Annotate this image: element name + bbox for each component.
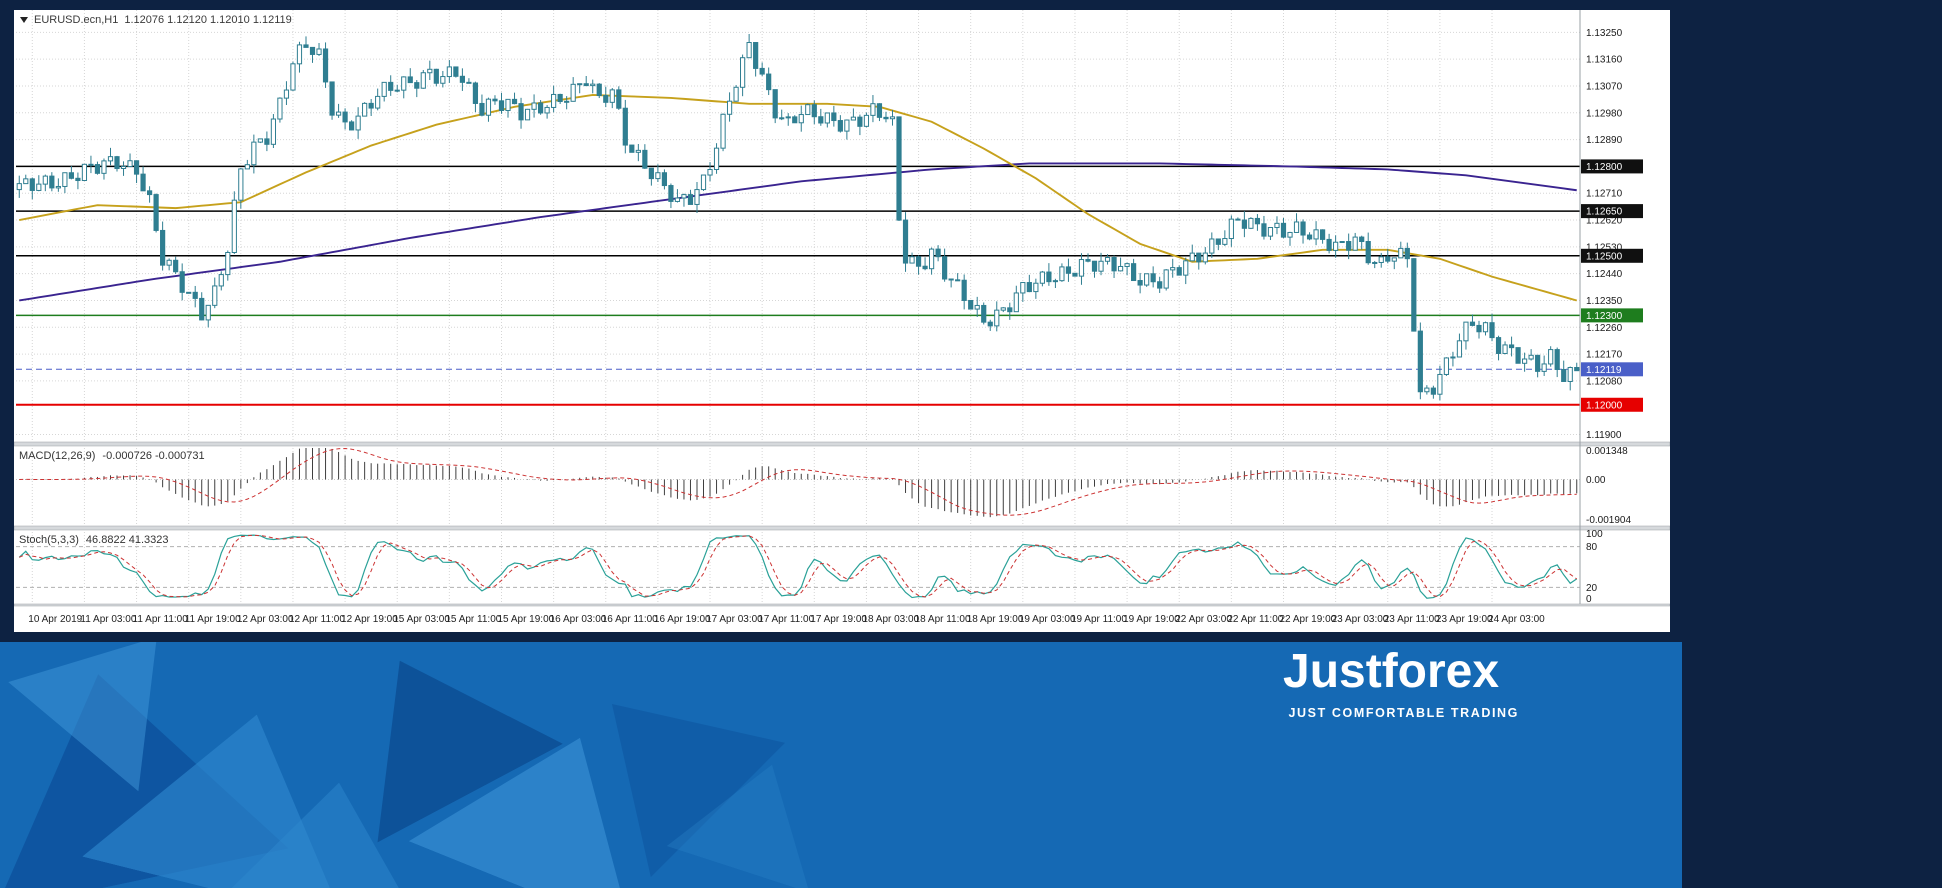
time-axis-label: 17 Apr 03:00	[706, 614, 763, 625]
price-badge-label: 1.12000	[1586, 400, 1623, 411]
grid	[16, 10, 1580, 604]
time-axis-label: 12 Apr 19:00	[341, 614, 398, 625]
time-axis-label: 19 Apr 11:00	[1071, 614, 1127, 625]
macd-axis-label: 0.00	[1586, 475, 1606, 486]
macd-axis-label: -0.001904	[1586, 515, 1631, 526]
ohlc-values: 1.12076 1.12120 1.12010 1.12119	[124, 14, 292, 26]
time-axis-label: 15 Apr 11:00	[445, 614, 501, 625]
pane-separator[interactable]	[14, 441, 1670, 447]
time-axis-label: 18 Apr 03:00	[862, 614, 919, 625]
time-axis-label: 16 Apr 03:00	[550, 614, 607, 625]
price-axis-label: 1.12710	[1586, 189, 1623, 200]
footer-tagline: JUST COMFORTABLE TRADING	[1288, 706, 1519, 720]
one-click-trading-arrow-icon[interactable]	[20, 17, 28, 23]
price-axis-label: 1.12890	[1586, 135, 1623, 146]
macd-indicator-values: -0.000726 -0.000731	[102, 450, 205, 462]
stoch-pane-label: Stoch(5,3,3) 46.8822 41.3323	[19, 534, 176, 546]
stoch-axis-label: 100	[1586, 529, 1603, 540]
price-badge-label: 1.12800	[1586, 162, 1623, 173]
time-axis-label: 24 Apr 03:00	[1488, 614, 1545, 625]
stoch-main-line	[18, 534, 1578, 599]
price-badge-label: 1.12300	[1586, 311, 1623, 322]
time-axis-label: 17 Apr 11:00	[758, 614, 814, 625]
time-axis-label: 12 Apr 11:00	[289, 614, 345, 625]
macd-pane-label: MACD(12,26,9) -0.000726 -0.000731	[19, 450, 212, 462]
stoch-indicator-values: 46.8822 41.3323	[85, 534, 169, 546]
time-axis-label: 23 Apr 03:00	[1332, 614, 1389, 625]
justforex-logo: Justforex	[1283, 645, 1500, 698]
time-axis-label: 19 Apr 03:00	[1019, 614, 1076, 625]
price-badge-label: 1.12500	[1586, 251, 1623, 262]
price-axis-label: 1.12440	[1586, 269, 1623, 280]
symbol-label: EURUSD.ecn,H1	[34, 14, 119, 26]
time-axis-label: 15 Apr 19:00	[497, 614, 554, 625]
time-axis-label: 17 Apr 19:00	[810, 614, 867, 625]
price-axis-label: 1.13160	[1586, 55, 1623, 66]
time-axis-label: 19 Apr 19:00	[1123, 614, 1180, 625]
pane-separator[interactable]	[14, 603, 1670, 607]
stoch-axis-label: 0	[1586, 594, 1592, 605]
stoch-axis-label: 80	[1586, 542, 1598, 553]
time-axis-label: 16 Apr 19:00	[654, 614, 711, 625]
price-badge	[1581, 248, 1643, 263]
price-axis-label: 1.12080	[1586, 376, 1623, 387]
time-axis-label: 18 Apr 19:00	[967, 614, 1024, 625]
price-axis-label: 1.13070	[1586, 81, 1623, 92]
price-badge	[1581, 204, 1643, 219]
price-badge-label: 1.12650	[1586, 207, 1623, 218]
price-badge	[1581, 397, 1643, 412]
price-chart-canvas[interactable]: 1.13250 1.13160 1.13070 1.12980 1.12890 1.127…	[14, 10, 1670, 632]
candlestick-series	[16, 33, 1580, 401]
time-axis-label: 23 Apr 11:00	[1384, 614, 1440, 625]
time-axis-label: 12 Apr 03:00	[237, 614, 294, 625]
price-axis-label: 1.12980	[1586, 108, 1623, 119]
price-axis-label: 1.12350	[1586, 296, 1623, 307]
time-axis-label: 11 Apr 03:00	[80, 614, 136, 625]
price-axis-label: 1.12530	[1586, 242, 1623, 253]
price-axis-label: 1.12620	[1586, 216, 1623, 227]
time-axis-label: 22 Apr 19:00	[1279, 614, 1336, 625]
chart-window: EURUSD.ecn,H1 1.12076 1.12120 1.12010 1.…	[14, 10, 1670, 632]
stoch-signal-line	[19, 534, 1578, 598]
time-axis-label: 22 Apr 03:00	[1175, 614, 1232, 625]
price-axis-label: 1.12260	[1586, 323, 1623, 334]
price-axis-label: 1.12170	[1586, 350, 1623, 361]
stoch-indicator-name: Stoch(5,3,3)	[19, 534, 79, 546]
macd-axis-label: 0.001348	[1586, 446, 1628, 457]
macd-signal-line	[19, 448, 1577, 516]
macd-indicator-name: MACD(12,26,9)	[19, 450, 96, 462]
price-badge-label: 1.12119	[1586, 365, 1622, 376]
time-axis-label: 10 Apr 2019	[28, 614, 82, 625]
price-axis-label: 1.11900	[1586, 430, 1622, 441]
time-axis-label: 11 Apr 19:00	[185, 614, 241, 625]
price-badge	[1581, 159, 1643, 174]
time-axis-label: 11 Apr 11:00	[133, 614, 189, 625]
footer-banner: Justforex JUST COMFORTABLE TRADING	[0, 642, 1682, 888]
price-axis-label: 1.13250	[1586, 28, 1623, 39]
time-axis-label: 15 Apr 03:00	[393, 614, 450, 625]
time-axis-label: 23 Apr 19:00	[1436, 614, 1493, 625]
ma-slow-line	[19, 162, 1577, 302]
stoch-axis-label: 20	[1586, 583, 1598, 594]
ma-fast-line	[19, 93, 1577, 302]
time-axis-label: 22 Apr 11:00	[1227, 614, 1283, 625]
price-axis: 1.13250 1.13160 1.13070 1.12980 1.12890 1.127…	[1581, 28, 1643, 605]
time-axis-label: 16 Apr 11:00	[602, 614, 658, 625]
horizontal-level-lines	[16, 165, 1580, 406]
time-axis-label: 18 Apr 11:00	[915, 614, 971, 625]
chart-header: EURUSD.ecn,H1 1.12076 1.12120 1.12010 1.…	[20, 14, 292, 26]
price-badge	[1581, 362, 1643, 377]
pane-separator[interactable]	[14, 525, 1670, 531]
macd-pane	[16, 448, 1580, 518]
stoch-pane	[16, 534, 1580, 599]
price-badge	[1581, 308, 1643, 323]
